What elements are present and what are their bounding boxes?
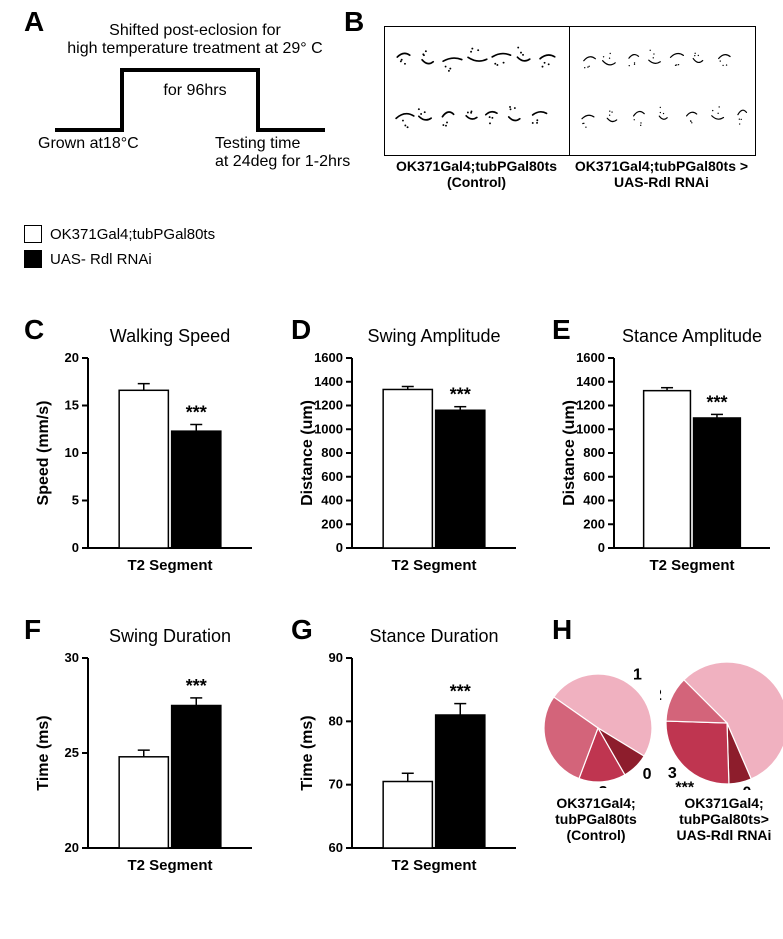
svg-text:***: ***	[706, 392, 727, 412]
legend-label-rnai: UAS- Rdl RNAi	[50, 251, 152, 268]
pie-rnai: 0123***	[660, 656, 783, 790]
panel-label-B: B	[344, 6, 364, 38]
pie-rnai-label: OK371Gal4;tubPGal80ts>UAS-Rdl RNAi	[660, 795, 783, 843]
svg-text:400: 400	[583, 493, 605, 508]
svg-text:90: 90	[329, 650, 343, 665]
panelB-right-box	[569, 26, 756, 156]
svg-text:0: 0	[598, 540, 605, 555]
svg-text:600: 600	[583, 469, 605, 484]
svg-text:T2 Segment: T2 Segment	[127, 557, 212, 574]
svg-text:600: 600	[321, 469, 343, 484]
legend-swatch-control	[24, 225, 42, 243]
panelB-left-label: OK371Gal4;tubPGal80ts(Control)	[384, 158, 569, 190]
svg-text:200: 200	[583, 516, 605, 531]
panel-label-H: H	[552, 614, 572, 646]
chart-walking-speed: Walking Speed 0 5 10 15 20 Speed (mm/s) *** T2 S…	[30, 322, 260, 592]
svg-text:Stance Duration: Stance Duration	[369, 626, 498, 646]
panelB-right-label: OK371Gal4;tubPGal80ts >UAS-Rdl RNAi	[569, 158, 754, 190]
panelB-left-tracks	[385, 27, 570, 155]
svg-text:2: 2	[660, 687, 662, 704]
svg-text:***: ***	[186, 403, 207, 423]
panelA-bl: Grown at18°C	[38, 135, 158, 153]
svg-text:T2 Segment: T2 Segment	[649, 557, 734, 574]
svg-text:3: 3	[599, 784, 608, 788]
svg-text:1600: 1600	[314, 350, 343, 365]
chart-stance-amplitude: Stance Amplitude 0 200 400 600 800 1000 1200 140…	[556, 322, 778, 592]
svg-text:***: ***	[450, 682, 471, 702]
pie-control: 0123	[538, 668, 658, 788]
svg-text:Stance Amplitude: Stance Amplitude	[622, 326, 762, 346]
svg-text:Distance (um): Distance (um)	[299, 400, 316, 506]
svg-text:70: 70	[329, 777, 343, 792]
svg-text:1: 1	[633, 668, 642, 683]
chart-swing-duration: Swing Duration 20 25 30 Time (ms) *** T2 Segme…	[30, 622, 260, 892]
svg-text:Time (ms): Time (ms)	[299, 715, 316, 790]
panelA-br2: at 24deg for 1-2hrs	[215, 153, 355, 171]
pie-control-label: OK371Gal4;tubPGal80ts(Control)	[536, 795, 656, 843]
svg-text:1200: 1200	[576, 398, 605, 413]
panelB-right-tracks	[570, 27, 755, 155]
svg-text:25: 25	[65, 745, 79, 760]
svg-text:0: 0	[336, 540, 343, 555]
svg-text:1000: 1000	[576, 421, 605, 436]
legend-label-control: OK371Gal4;tubPGal80ts	[50, 226, 215, 243]
svg-text:0: 0	[742, 784, 751, 790]
svg-text:T2 Segment: T2 Segment	[391, 557, 476, 574]
panelA-br1: Testing time	[215, 135, 355, 153]
svg-text:1000: 1000	[314, 421, 343, 436]
svg-text:200: 200	[321, 516, 343, 531]
panelA-line2: high temperature treatment at 29° C	[50, 40, 340, 58]
svg-text:30: 30	[65, 650, 79, 665]
svg-text:Speed (mm/s): Speed (mm/s)	[35, 401, 52, 506]
svg-text:800: 800	[583, 445, 605, 460]
svg-text:20: 20	[65, 840, 79, 855]
chart-stance-duration: Stance Duration 60 70 80 90 Time (ms) *** T2 Se…	[294, 622, 524, 892]
svg-text:***: ***	[186, 676, 207, 696]
svg-text:1200: 1200	[314, 398, 343, 413]
svg-text:15: 15	[65, 398, 79, 413]
svg-text:***: ***	[450, 385, 471, 405]
svg-text:0: 0	[643, 766, 652, 783]
svg-text:T2 Segment: T2 Segment	[391, 857, 476, 874]
panel-label-A: A	[24, 6, 44, 38]
panelA-trace	[50, 60, 330, 140]
svg-text:10: 10	[65, 445, 79, 460]
svg-text:Distance (um): Distance (um)	[561, 400, 578, 506]
legend-swatch-rnai	[24, 250, 42, 268]
svg-text:1600: 1600	[576, 350, 605, 365]
svg-text:Time (ms): Time (ms)	[35, 715, 52, 790]
svg-text:80: 80	[329, 713, 343, 728]
svg-text:Walking Speed: Walking Speed	[110, 326, 230, 346]
legend-rnai: UAS- Rdl RNAi	[24, 250, 152, 268]
svg-text:400: 400	[321, 493, 343, 508]
svg-text:***: ***	[675, 780, 694, 790]
chart-swing-amplitude: Swing Amplitude 0 200 400 600 800 1000 1200 1400…	[294, 322, 524, 592]
panelA-line1: Shifted post-eclosion for	[50, 22, 340, 40]
svg-text:60: 60	[329, 840, 343, 855]
svg-text:Swing Amplitude: Swing Amplitude	[367, 326, 500, 346]
panelA-mid: for 96hrs	[150, 82, 240, 100]
svg-text:800: 800	[321, 445, 343, 460]
svg-text:Swing Duration: Swing Duration	[109, 626, 231, 646]
panelA-top-text: Shifted post-eclosion for high temperatu…	[50, 22, 340, 58]
svg-text:20: 20	[65, 350, 79, 365]
figure-root: A B C D E F G H Shifted post-eclosion fo…	[0, 0, 783, 939]
panelB-left-box	[384, 26, 571, 156]
svg-text:1400: 1400	[576, 374, 605, 389]
svg-text:T2 Segment: T2 Segment	[127, 857, 212, 874]
legend-control: OK371Gal4;tubPGal80ts	[24, 225, 215, 243]
svg-text:0: 0	[72, 540, 79, 555]
svg-text:1400: 1400	[314, 374, 343, 389]
panelA-br: Testing time at 24deg for 1-2hrs	[215, 135, 355, 171]
svg-text:5: 5	[72, 493, 79, 508]
